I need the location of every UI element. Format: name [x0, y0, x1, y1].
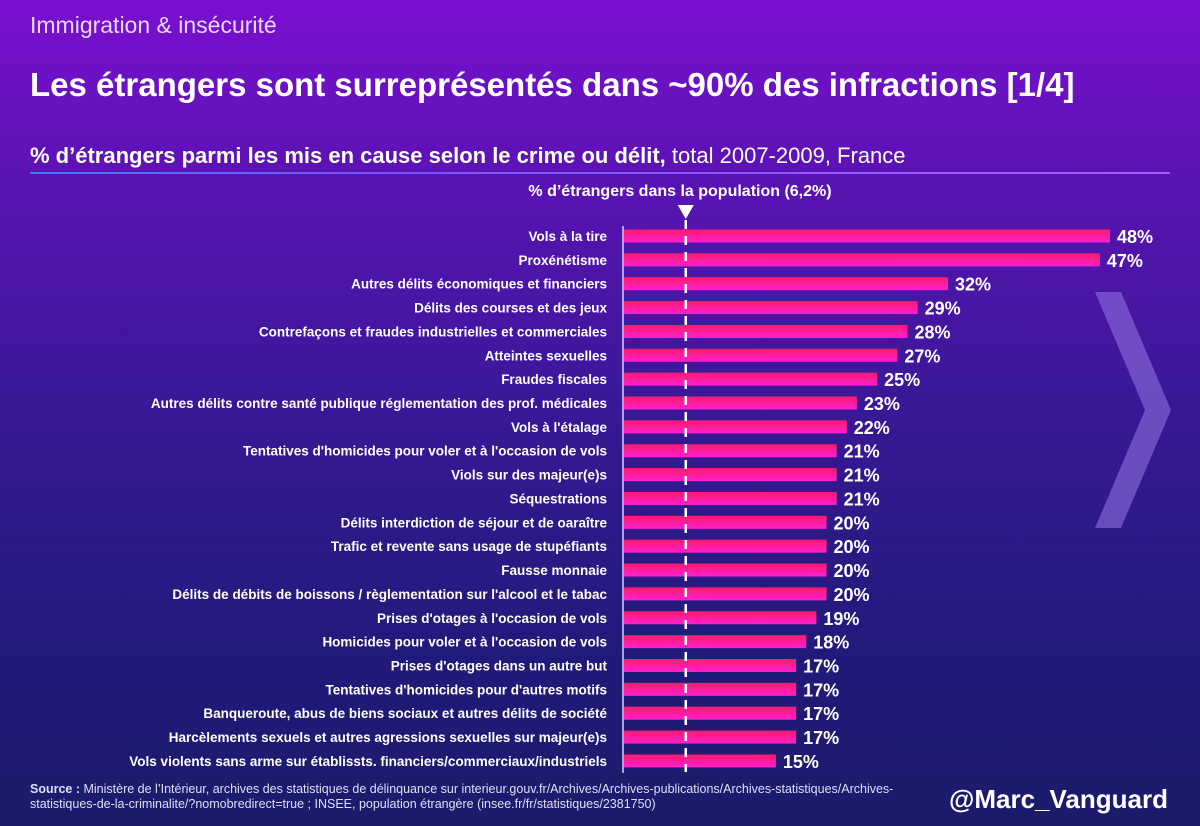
value-label: 20%: [834, 537, 870, 557]
value-label: 29%: [925, 299, 961, 319]
value-label: 25%: [884, 370, 920, 390]
bar: [624, 587, 827, 601]
value-label: 47%: [1107, 251, 1143, 271]
bar: [624, 611, 817, 625]
category-label: Prises d'otages dans un autre but: [391, 658, 608, 673]
bar: [624, 491, 837, 505]
source-label: Source :: [30, 782, 81, 796]
chart-subtitle: % d’étrangers parmi les mis en cause sel…: [30, 143, 906, 169]
category-label: Contrefaçons et fraudes industrielles et…: [259, 324, 607, 339]
category-label: Délits des courses et des jeux: [414, 301, 607, 316]
bar: [624, 468, 837, 482]
title-divider: [30, 172, 1170, 174]
supertitle: Immigration & insécurité: [30, 12, 277, 38]
bar: [624, 754, 776, 768]
bar: [624, 444, 837, 458]
reference-label: % d’étrangers dans la population (6,2%): [528, 183, 832, 200]
category-label: Autres délits économiques et financiers: [351, 277, 607, 292]
bar: [624, 229, 1110, 243]
category-label: Fraudes fiscales: [501, 372, 607, 387]
value-label: 17%: [803, 728, 839, 748]
category-label: Atteintes sexuelles: [485, 348, 607, 363]
category-label: Banqueroute, abus de biens sociaux et au…: [203, 706, 607, 721]
category-label: Prises d'otages à l'occasion de vols: [377, 611, 607, 626]
value-label: 48%: [1117, 227, 1153, 247]
value-label: 20%: [834, 585, 870, 605]
value-label: 27%: [904, 346, 940, 366]
bar: [624, 420, 847, 434]
bar: [624, 277, 948, 291]
value-label: 17%: [803, 656, 839, 676]
bar: [624, 706, 797, 720]
value-label: 20%: [834, 561, 870, 581]
source-text: Ministère de l’Intérieur, archives des s…: [30, 782, 894, 811]
author-handle: @Marc_Vanguard: [949, 784, 1168, 814]
category-label: Tentatives d'homicides pour voler et à l…: [243, 444, 607, 459]
category-label: Délits de débits de boissons / règlement…: [172, 587, 607, 602]
category-label: Homicides pour voler et à l'occasion de …: [322, 635, 607, 650]
bar: [624, 539, 827, 553]
value-label: 21%: [844, 489, 880, 509]
bar: [624, 635, 807, 649]
category-label: Proxénétisme: [518, 253, 607, 268]
bar: [624, 658, 797, 672]
bar: [624, 253, 1100, 267]
value-label: 21%: [844, 442, 880, 462]
value-label: 20%: [834, 513, 870, 533]
category-label: Trafic et revente sans usage de stupéfia…: [331, 539, 607, 554]
category-label: Fausse monnaie: [501, 563, 607, 578]
next-chevron-icon[interactable]: [1095, 292, 1171, 528]
category-label: Séquestrations: [509, 491, 607, 506]
value-label: 32%: [955, 275, 991, 295]
bar: [624, 563, 827, 577]
category-label: Vols violents sans arme sur établissts. …: [129, 754, 607, 769]
bar: [624, 730, 797, 744]
value-label: 28%: [915, 322, 951, 342]
value-label: 18%: [813, 633, 849, 653]
bar: [624, 348, 898, 362]
category-label: Délits interdiction de séjour et de oara…: [341, 515, 608, 530]
bar: [624, 515, 827, 529]
category-label: Autres délits contre santé publique régl…: [151, 396, 607, 411]
category-label: Tentatives d'homicides pour d'autres mot…: [326, 682, 607, 697]
category-label: Harcèlements sexuels et autres agression…: [169, 730, 607, 745]
value-label: 19%: [823, 609, 859, 629]
bar: [624, 682, 797, 696]
value-label: 23%: [864, 394, 900, 414]
bar: [624, 396, 857, 410]
bar: [624, 324, 908, 338]
page-title: Les étrangers sont surreprésentés dans ~…: [30, 66, 1075, 103]
value-label: 21%: [844, 466, 880, 486]
source-note: Source : Ministère de l’Intérieur, archi…: [30, 782, 900, 812]
value-label: 15%: [783, 752, 819, 772]
bar: [624, 372, 878, 386]
value-label: 17%: [803, 704, 839, 724]
bar: [624, 301, 918, 315]
value-label: 22%: [854, 418, 890, 438]
value-label: 17%: [803, 680, 839, 700]
category-label: Vols à la tire: [528, 229, 607, 244]
subtitle-bold: % d’étrangers parmi les mis en cause sel…: [30, 143, 666, 168]
reference-marker-icon: [677, 205, 694, 219]
category-label: Viols sur des majeur(e)s: [451, 468, 607, 483]
category-label: Vols à l'étalage: [511, 420, 607, 435]
subtitle-rest: total 2007-2009, France: [665, 143, 906, 168]
